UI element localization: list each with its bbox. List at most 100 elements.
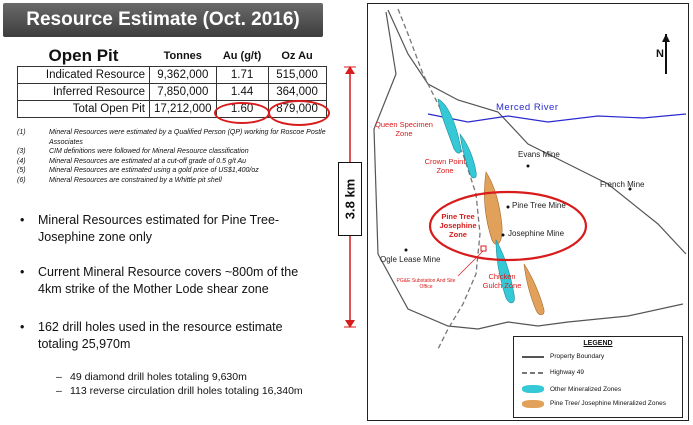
pge-leader-line	[457, 250, 484, 277]
highway-49	[397, 8, 481, 350]
map-drawing	[373, 8, 687, 350]
bullet-text: 162 drill holes used in the resource est…	[38, 320, 283, 351]
table-row: Inferred Resource 7,850,000 1.44 364,000	[17, 83, 327, 101]
bullet-dot: •	[20, 265, 25, 279]
sub-bullet-text: 113 reverse circulation drill holes tota…	[70, 385, 303, 397]
pine-tree-zone-label: Pine Tree Josephine Zone	[439, 212, 477, 239]
cell-grade: 1.44	[215, 83, 269, 101]
property-boundary	[373, 11, 684, 330]
pine-tree-mine-label: Pine Tree Mine	[512, 201, 566, 210]
pine-zone-swatch	[522, 400, 544, 408]
row-label: Inferred Resource	[17, 83, 150, 101]
header-tonnes: Tonnes	[149, 46, 217, 67]
josephine-mine-label: Josephine Mine	[508, 229, 565, 238]
title-bar: Resource Estimate (Oct. 2016)	[3, 3, 323, 37]
north-label: N	[656, 48, 664, 60]
scale-label-box: 3.8 km	[338, 162, 362, 236]
sub-bullet-item: – 113 reverse circulation drill holes to…	[56, 385, 376, 397]
north-arrow-icon	[662, 34, 670, 74]
legend-title: LEGEND	[583, 340, 613, 347]
page-title: Resource Estimate (Oct. 2016)	[26, 9, 300, 30]
bullet-text: Mineral Resources estimated for Pine Tre…	[38, 213, 280, 244]
footnote: (3) CIM definitions were followed for Mi…	[17, 147, 339, 157]
legend-item-label: Highway 49	[550, 369, 584, 376]
bullet-text: Current Mineral Resource covers ~800m of…	[38, 265, 299, 296]
other-zone-queen	[437, 98, 462, 154]
scale-label: 3.8 km	[342, 178, 358, 220]
footnote: (4) Mineral Resources are estimated at a…	[17, 157, 339, 167]
legend-item: Highway 49	[522, 369, 682, 376]
footnote-number: (5)	[17, 167, 26, 174]
french-mine-marker	[628, 187, 632, 191]
sub-bullet-dash: –	[56, 371, 62, 383]
legend-item-label: Property Boundary	[550, 353, 605, 360]
sub-bullet-item: – 49 diamond drill holes totaling 9,630m	[56, 371, 376, 383]
header-grade: Au (g/t)	[216, 46, 269, 67]
footnote: (1) Mineral Resources were estimated by …	[17, 128, 339, 147]
legend-item: Pine Tree/ Josephine Mineralized Zones	[522, 400, 682, 408]
highway-swatch	[522, 371, 544, 374]
queen-specimen-label: Queen Specimen Zone	[375, 120, 433, 138]
merced-river-line	[427, 113, 687, 123]
footnote-number: (6)	[17, 176, 26, 184]
cell-tonnes: 9,362,000	[149, 66, 217, 84]
property-boundary-east	[387, 9, 687, 255]
bullet-dot: •	[20, 213, 25, 227]
bullet-dot: •	[20, 320, 25, 334]
pge-label: PG&E Substation And Site Office	[396, 278, 456, 290]
other-zone-south	[495, 238, 515, 304]
evans-mine-label: Evans Mine	[518, 150, 560, 159]
french-mine-label: French Mine	[600, 180, 645, 189]
footnote-text: Mineral Resources are constrained by a W…	[49, 176, 222, 184]
sub-bullet-dash: –	[56, 385, 62, 397]
ogle-lease-mine-marker	[404, 248, 408, 252]
legend-item: Property Boundary	[522, 353, 682, 360]
map-legend: LEGEND Property Boundary Highway 49 Othe…	[513, 336, 683, 418]
footnotes: (1) Mineral Resources were estimated by …	[17, 128, 339, 185]
resource-table: Open Pit Tonnes Au (g/t) Oz Au Indicated…	[17, 46, 327, 118]
crown-point-label: Crown Point Zone	[424, 157, 466, 175]
footnote-text: Mineral Resources are estimated using a …	[49, 167, 259, 174]
ogle-lease-mine-label: Ogle Lease Mine	[380, 255, 441, 264]
bullet-item: • Current Mineral Resource covers ~800m …	[20, 264, 320, 298]
footnote: (5) Mineral Resources are estimated usin…	[17, 166, 339, 176]
legend-item-label: Pine Tree/ Josephine Mineralized Zones	[550, 400, 666, 407]
legend-item: Other Mineralized Zones	[522, 385, 682, 393]
footnote-number: (3)	[17, 148, 26, 155]
other-zone-swatch	[522, 385, 544, 393]
evans-mine-marker	[526, 164, 530, 168]
property-boundary-swatch	[522, 355, 544, 358]
cell-oz: 515,000	[267, 66, 327, 84]
cell-tonnes: 7,850,000	[149, 83, 217, 101]
river-label: Merced River	[496, 102, 559, 113]
pine-tree-mine-marker	[506, 205, 510, 209]
header-oz: Oz Au	[268, 46, 327, 67]
pine-tree-highlight-oval	[428, 190, 588, 262]
bullet-item: • Mineral Resources estimated for Pine T…	[20, 212, 320, 246]
footnote-number: (1)	[17, 129, 26, 136]
pge-substation-marker	[480, 245, 487, 252]
bullet-item: • 162 drill holes used in the resource e…	[20, 319, 320, 353]
table-label-header: Open Pit	[17, 46, 150, 67]
table-row: Indicated Resource 9,362,000 1.71 515,00…	[17, 66, 327, 84]
property-map: N Merced River Queen Specimen Zone Crown…	[367, 3, 689, 421]
footnote-text: Mineral Resources were estimated by a Qu…	[49, 129, 326, 146]
row-label: Total Open Pit	[17, 100, 150, 118]
footnote-text: Mineral Resources are estimated at a cut…	[49, 157, 247, 165]
josephine-mine-marker	[501, 233, 505, 237]
row-label: Indicated Resource	[17, 66, 150, 84]
footnote: (6) Mineral Resources are constrained by…	[17, 176, 339, 186]
chicken-gulch-zone	[523, 263, 545, 316]
cell-oz: 364,000	[267, 83, 327, 101]
legend-item-label: Other Mineralized Zones	[550, 385, 622, 393]
oz-highlight-oval	[268, 100, 330, 126]
footnote-text: CIM definitions were followed for Minera…	[49, 148, 249, 155]
cell-tonnes: 17,212,000	[149, 100, 217, 118]
sub-bullet-text: 49 diamond drill holes totaling 9,630m	[70, 371, 247, 383]
cell-grade: 1.71	[215, 66, 269, 84]
grade-highlight-oval	[214, 102, 270, 124]
chicken-gulch-label: Chicken Gulch Zone	[482, 272, 522, 290]
pine-tree-josephine-zone	[484, 171, 503, 245]
other-zone-crown	[459, 132, 477, 179]
footnote-number: (4)	[17, 157, 26, 165]
